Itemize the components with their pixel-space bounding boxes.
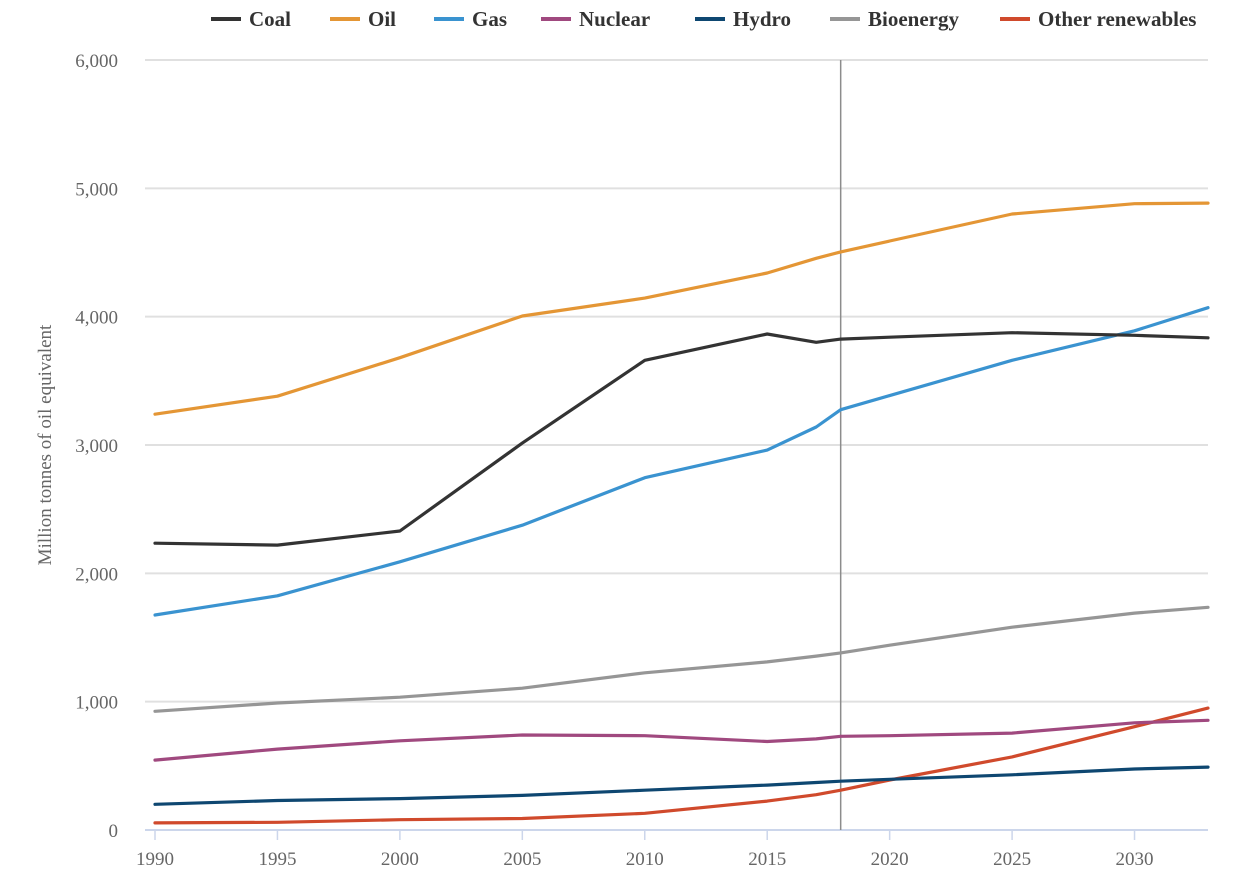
x-tick-label: 2025 <box>993 849 1031 870</box>
y-axis-labels: 0 1,000 2,000 3,000 4,000 5,000 6,000 <box>75 51 118 842</box>
y-tick-label: 6,000 <box>75 51 118 72</box>
series-line-other-renewables <box>153 706 1210 825</box>
series-line-hydro <box>153 765 1210 806</box>
x-tick-label: 2020 <box>871 849 909 870</box>
legend-label: Gas <box>472 7 507 31</box>
x-tick-label: 1995 <box>258 849 296 870</box>
legend-label: Hydro <box>733 7 791 31</box>
y-tick-label: 2,000 <box>75 564 118 585</box>
legend-item-coal[interactable]: Coal <box>211 7 291 31</box>
legend-label: Nuclear <box>579 7 650 31</box>
x-tick-label: 2000 <box>381 849 419 870</box>
legend-item-oil[interactable]: Oil <box>330 7 396 31</box>
legend-item-bioenergy[interactable]: Bioenergy <box>830 7 959 31</box>
y-tick-label: 5,000 <box>75 179 118 200</box>
series-line-bioenergy <box>153 605 1210 713</box>
legend-item-gas[interactable]: Gas <box>434 7 507 31</box>
x-tick-label: 2005 <box>503 849 541 870</box>
x-tick-label: 2030 <box>1116 849 1154 870</box>
y-tick-label: 3,000 <box>75 436 118 457</box>
y-tick-label: 1,000 <box>75 693 118 714</box>
x-tick-label: 1990 <box>136 849 174 870</box>
series-line-nuclear <box>153 718 1210 762</box>
y-tick-label: 0 <box>109 821 119 842</box>
y-tick-label: 4,000 <box>75 308 118 329</box>
series-lines <box>153 201 1210 825</box>
legend-label: Bioenergy <box>868 7 959 31</box>
legend-item-hydro[interactable]: Hydro <box>695 7 791 31</box>
series-line-oil <box>153 201 1210 416</box>
series-line-coal <box>153 331 1210 547</box>
legend-label: Oil <box>368 7 396 31</box>
x-axis: 1990 1995 2000 2005 2010 2015 2020 2025 2030 <box>136 829 1208 870</box>
x-tick-label: 2015 <box>748 849 786 870</box>
legend-label: Other renewables <box>1038 7 1196 31</box>
legend-item-nuclear[interactable]: Nuclear <box>541 7 650 31</box>
legend: Coal Oil Gas Nuclear Hydro Bioenergy Other ren… <box>211 7 1196 31</box>
legend-item-other-renewables[interactable]: Other renewables <box>1000 7 1196 31</box>
series-line-gas <box>153 306 1210 617</box>
legend-label: Coal <box>249 7 291 31</box>
x-tick-label: 2010 <box>626 849 664 870</box>
y-axis-title: Million tonnes of oil equivalent <box>35 324 56 565</box>
gridlines <box>145 59 1208 703</box>
